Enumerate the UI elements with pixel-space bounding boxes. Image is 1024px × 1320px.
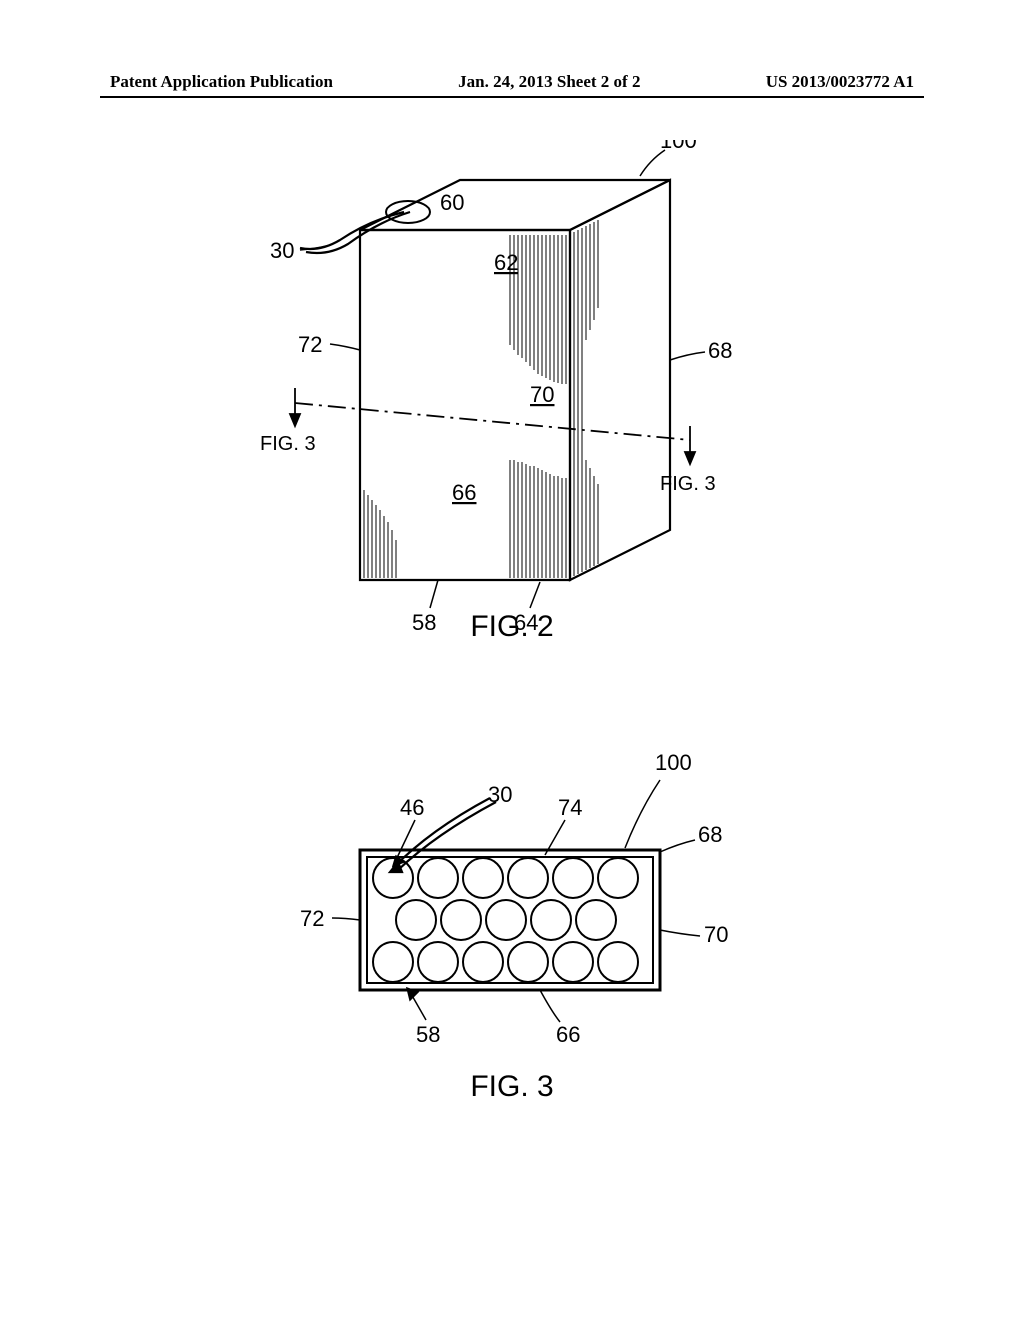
header-center: Jan. 24, 2013 Sheet 2 of 2 [458,72,640,92]
fig2-svg: 100 60 62 30 72 68 70 66 58 64 FIG. 3 FI… [0,140,1024,660]
fig3-caption: FIG. 3 [470,1070,553,1104]
label-58: 58 [416,1022,440,1047]
figure-3: 100 46 30 74 68 72 70 58 66 [0,720,1024,1120]
label-72: 72 [298,332,322,357]
header-rule [100,96,924,98]
section-label-right: FIG. 3 [660,473,716,495]
label-72: 72 [300,906,324,931]
section-label-left: FIG. 3 [260,433,316,455]
label-30: 30 [488,782,512,807]
label-70: 70 [704,922,728,947]
label-46: 46 [400,795,424,820]
label-68: 68 [698,822,722,847]
fig2-caption: FIG. 2 [470,610,553,644]
label-100: 100 [655,750,692,775]
header-left: Patent Application Publication [110,72,333,92]
label-30: 30 [270,238,294,263]
label-66: 66 [452,480,476,505]
page-header: Patent Application Publication Jan. 24, … [0,72,1024,92]
battery-cells [373,858,638,982]
label-70: 70 [530,382,554,407]
label-62: 62 [494,250,518,275]
fig3-svg: 100 46 30 74 68 72 70 58 66 [0,720,1024,1120]
label-74: 74 [558,795,582,820]
label-66: 66 [556,1022,580,1047]
header-right: US 2013/0023772 A1 [766,72,914,92]
label-58: 58 [412,610,436,635]
label-68: 68 [708,338,732,363]
label-60: 60 [440,190,464,215]
figure-2: 100 60 62 30 72 68 70 66 58 64 FIG. 3 FI… [0,140,1024,660]
label-100: 100 [660,140,697,153]
